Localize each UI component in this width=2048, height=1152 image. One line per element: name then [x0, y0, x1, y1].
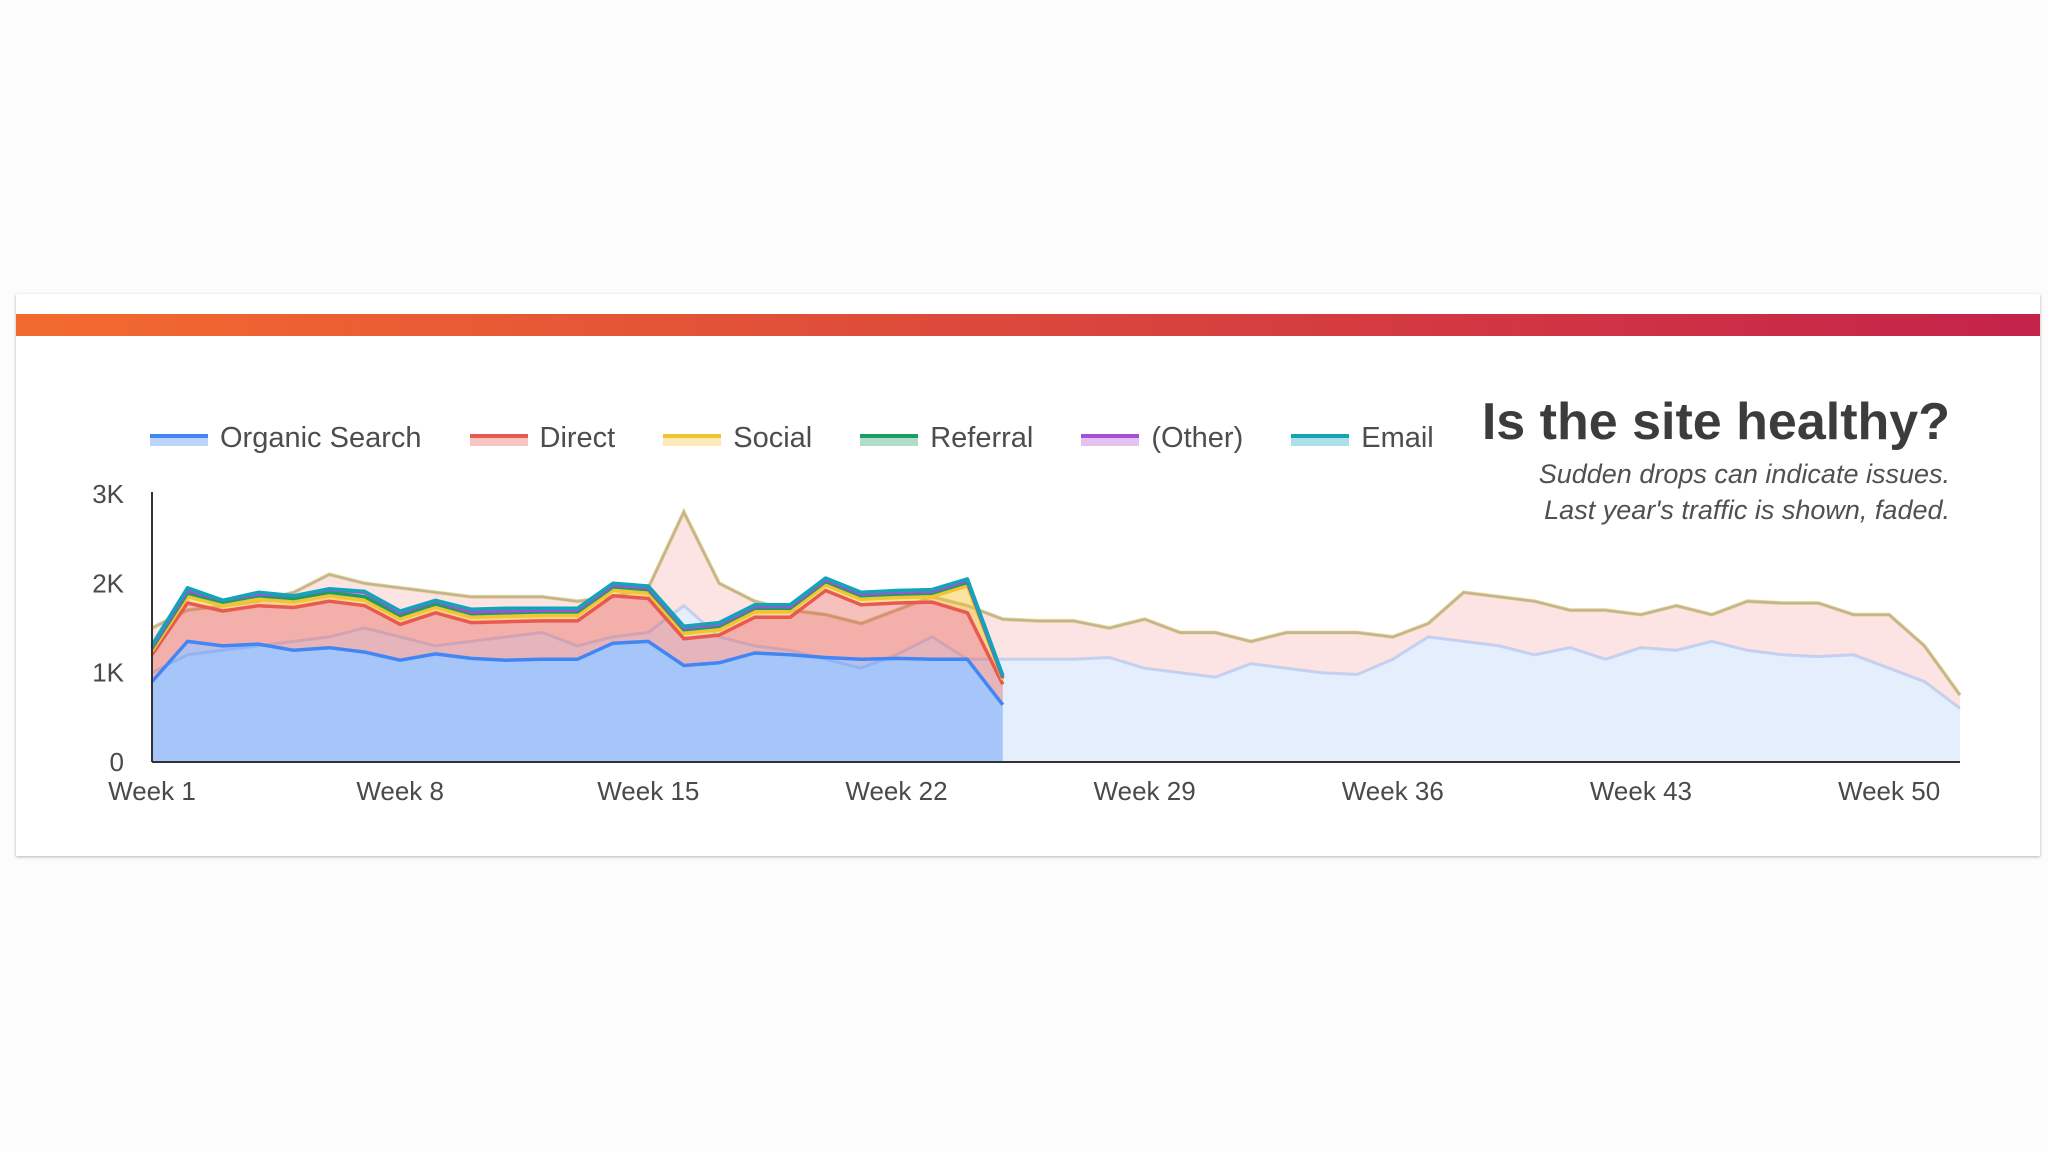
x-tick-label: Week 1: [108, 776, 196, 806]
title-block: Is the site healthy? Sudden drops can in…: [1482, 394, 1950, 528]
legend-item-social[interactable]: Social: [663, 422, 812, 455]
series-area-direct: [152, 590, 1003, 705]
x-tick-label: Week 50: [1838, 776, 1940, 806]
last-year-email-line: [151, 508, 1962, 696]
last-year-organic-area: [152, 605, 1960, 762]
legend-label-referral: Referral: [930, 421, 1034, 454]
legend-swatch-social: [663, 430, 722, 446]
legend-swatch-organic: [150, 430, 208, 446]
y-tick-label: 2K: [92, 568, 124, 598]
x-tick-label: Week 22: [845, 776, 947, 806]
y-tick-label: 1K: [92, 658, 124, 688]
page-title: Is the site healthy?: [1481, 393, 1950, 451]
legend-item-direct[interactable]: Direct: [469, 421, 616, 455]
x-tick-label: Week 43: [1590, 776, 1692, 806]
legend-label-direct: Direct: [539, 421, 616, 454]
last-year-organic-line: [151, 603, 1961, 710]
legend-label-organic: Organic Search: [220, 421, 422, 454]
legend-swatch-direct: [469, 430, 528, 446]
last-year-social-line: [151, 507, 1962, 697]
series-line-email: [150, 576, 1005, 676]
subtitle-line-2: Last year's traffic is shown, faded.: [1544, 495, 1950, 525]
legend-item-referral[interactable]: Referral: [860, 422, 1033, 455]
series-line-organic: [150, 639, 1005, 706]
legend-label-other: (Other): [1151, 421, 1244, 454]
series-line-direct: [150, 588, 1005, 686]
x-tick-label: Week 15: [597, 776, 699, 806]
legend-label-social: Social: [733, 421, 813, 454]
legend-item-organic[interactable]: Organic Search: [150, 422, 422, 455]
legend-item-email[interactable]: Email: [1291, 422, 1434, 455]
subtitle-line-1: Sudden drops can indicate issues.: [1538, 459, 1950, 489]
chart-legend: Organic Search Direct Social Referral (O…: [150, 418, 1482, 458]
series-line-social: [150, 583, 1005, 681]
legend-item-other[interactable]: (Other): [1081, 422, 1243, 455]
legend-swatch-other: [1081, 430, 1140, 446]
legend-label-email: Email: [1361, 421, 1434, 454]
y-tick-label: 0: [110, 747, 124, 777]
x-tick-label: Week 29: [1094, 776, 1196, 806]
series-area-organic: [152, 641, 1003, 762]
legend-swatch-referral: [860, 430, 919, 446]
x-tick-label: Week 8: [356, 776, 444, 806]
legend-swatch-email: [1291, 430, 1350, 446]
x-tick-label: Week 36: [1342, 776, 1444, 806]
y-tick-label: 3K: [92, 479, 124, 509]
accent-bar: [16, 314, 2040, 336]
last-year-total-line: [151, 509, 1961, 696]
